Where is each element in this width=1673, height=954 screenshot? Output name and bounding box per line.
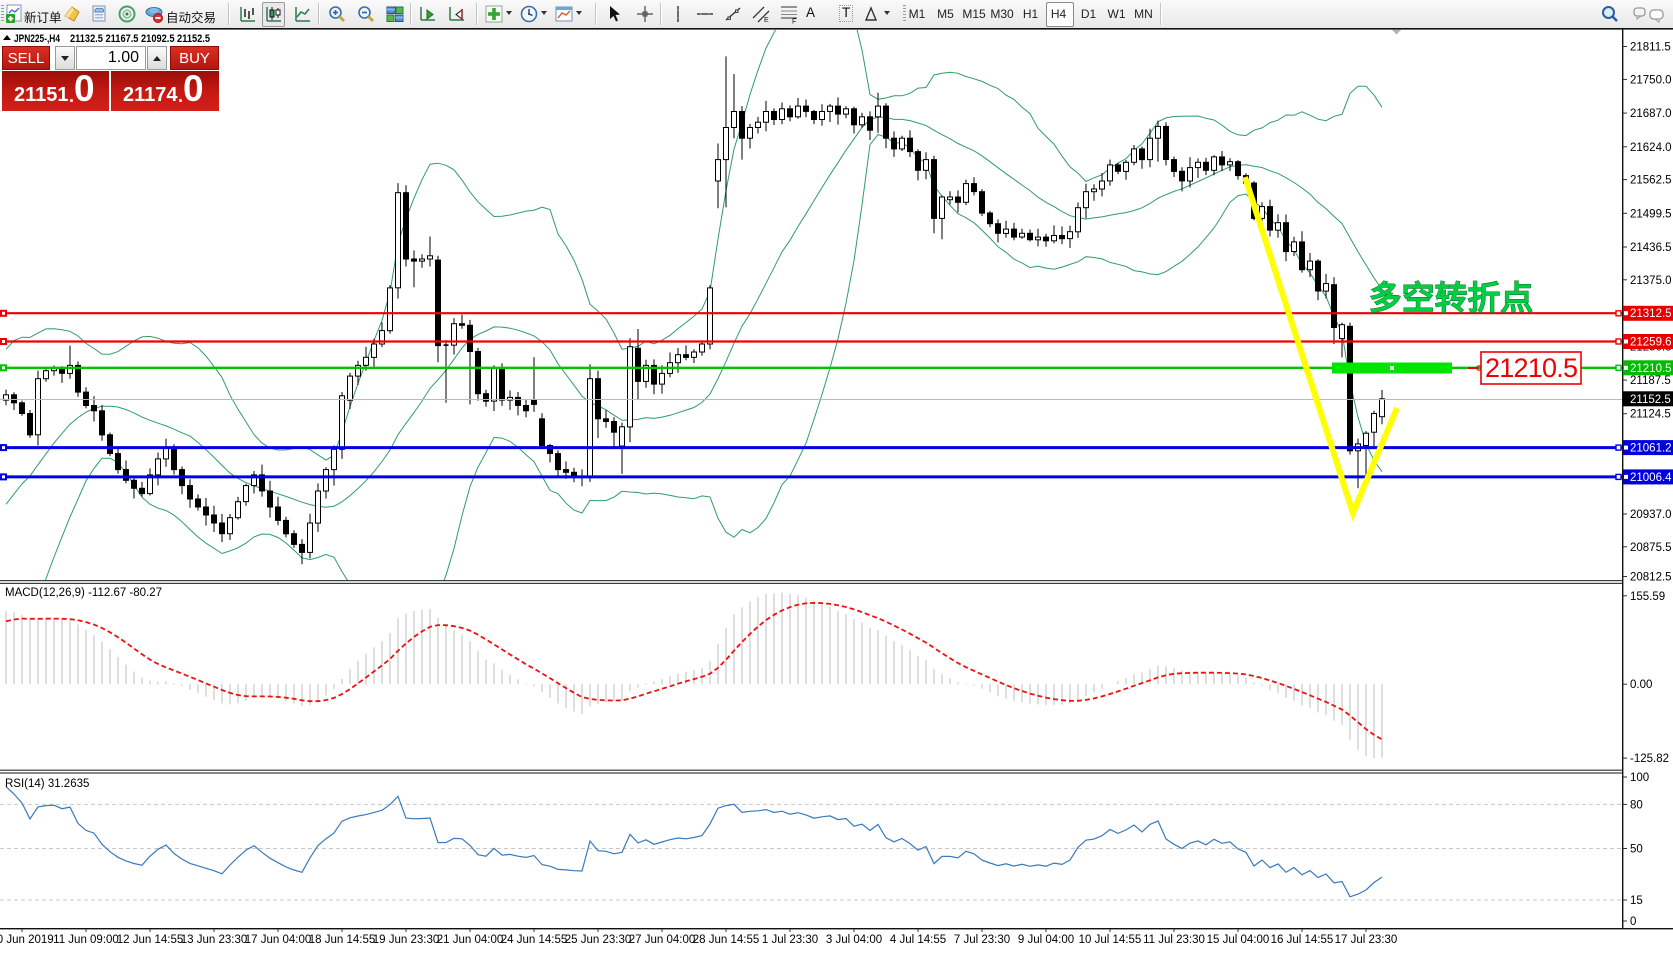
svg-text:25 Jun 23:30: 25 Jun 23:30 [565, 934, 632, 946]
svg-text:4 Jul 14:55: 4 Jul 14:55 [890, 934, 946, 946]
svg-text:7 Jul 23:30: 7 Jul 23:30 [954, 934, 1010, 946]
svg-text:9 Jul 04:00: 9 Jul 04:00 [1018, 934, 1074, 946]
svg-text:20937.0: 20937.0 [1630, 509, 1672, 521]
svg-text:17 Jul 23:30: 17 Jul 23:30 [1335, 934, 1398, 946]
svg-text:10 Jul 14:55: 10 Jul 14:55 [1079, 934, 1142, 946]
svg-text:3 Jul 04:00: 3 Jul 04:00 [826, 934, 882, 946]
svg-text:12 Jun 14:55: 12 Jun 14:55 [117, 934, 184, 946]
svg-text:21187.5: 21187.5 [1630, 375, 1671, 387]
svg-text:0.00: 0.00 [1630, 679, 1652, 691]
svg-text:21750.0: 21750.0 [1630, 74, 1672, 86]
svg-text:27 Jun 04:00: 27 Jun 04:00 [629, 934, 696, 946]
svg-text:21210.5: 21210.5 [1630, 363, 1672, 375]
svg-text:MACD(12,26,9) -112.67 -80.27: MACD(12,26,9) -112.67 -80.27 [5, 587, 162, 599]
svg-text:21132.5 21167.5 21092.5 21152.: 21132.5 21167.5 21092.5 21152.5 [70, 33, 210, 45]
svg-text:E: E [764, 17, 769, 24]
svg-text:-125.82: -125.82 [1630, 753, 1669, 765]
svg-text:21624.0: 21624.0 [1630, 142, 1672, 154]
svg-text:21562.5: 21562.5 [1630, 175, 1672, 187]
svg-text:21152.5: 21152.5 [1630, 394, 1671, 406]
svg-text:21811.5: 21811.5 [1630, 42, 1671, 54]
svg-text:多空转折点: 多空转折点 [1369, 280, 1533, 316]
svg-text:21436.5: 21436.5 [1630, 242, 1672, 254]
svg-text:21006.4: 21006.4 [1630, 472, 1672, 484]
svg-text:50: 50 [1630, 844, 1643, 856]
svg-text:21312.5: 21312.5 [1630, 308, 1672, 320]
svg-text:21 Jun 04:00: 21 Jun 04:00 [437, 934, 504, 946]
svg-text:21375.0: 21375.0 [1630, 275, 1672, 287]
svg-text:100: 100 [1630, 772, 1649, 784]
svg-text:JPN225-,H4: JPN225-,H4 [14, 33, 61, 45]
svg-text:21124.5: 21124.5 [1630, 409, 1671, 421]
svg-text:155.59: 155.59 [1630, 591, 1665, 603]
svg-text:18 Jun 14:55: 18 Jun 14:55 [309, 934, 376, 946]
svg-text:24 Jun 14:55: 24 Jun 14:55 [501, 934, 568, 946]
svg-text:80: 80 [1630, 799, 1643, 811]
svg-text:0: 0 [1630, 916, 1636, 928]
svg-text:15: 15 [1630, 895, 1643, 907]
svg-text:21687.0: 21687.0 [1630, 108, 1672, 120]
svg-text:28 Jun 14:55: 28 Jun 14:55 [693, 934, 760, 946]
svg-text:13 Jun 23:30: 13 Jun 23:30 [181, 934, 248, 946]
svg-text:16 Jul 14:55: 16 Jul 14:55 [1271, 934, 1334, 946]
svg-text:1 Jul 23:30: 1 Jul 23:30 [762, 934, 818, 946]
svg-text:11 Jun 09:00: 11 Jun 09:00 [53, 934, 119, 946]
svg-text:15 Jul 04:00: 15 Jul 04:00 [1207, 934, 1270, 946]
svg-text:20812.5: 20812.5 [1630, 572, 1672, 584]
svg-text:RSI(14) 31.2635: RSI(14) 31.2635 [5, 778, 89, 790]
svg-text:17 Jun 04:00: 17 Jun 04:00 [245, 934, 312, 946]
svg-text:11 Jul 23:30: 11 Jul 23:30 [1143, 934, 1205, 946]
svg-text:21499.5: 21499.5 [1630, 208, 1672, 220]
svg-text:19 Jun 23:30: 19 Jun 23:30 [373, 934, 440, 946]
svg-text:21210.5: 21210.5 [1485, 353, 1578, 383]
svg-text:10 Jun 2019: 10 Jun 2019 [0, 934, 54, 946]
svg-text:21061.2: 21061.2 [1630, 443, 1672, 455]
svg-text:F: F [792, 19, 796, 25]
svg-text:21259.6: 21259.6 [1630, 337, 1672, 349]
svg-text:20875.5: 20875.5 [1630, 542, 1672, 554]
